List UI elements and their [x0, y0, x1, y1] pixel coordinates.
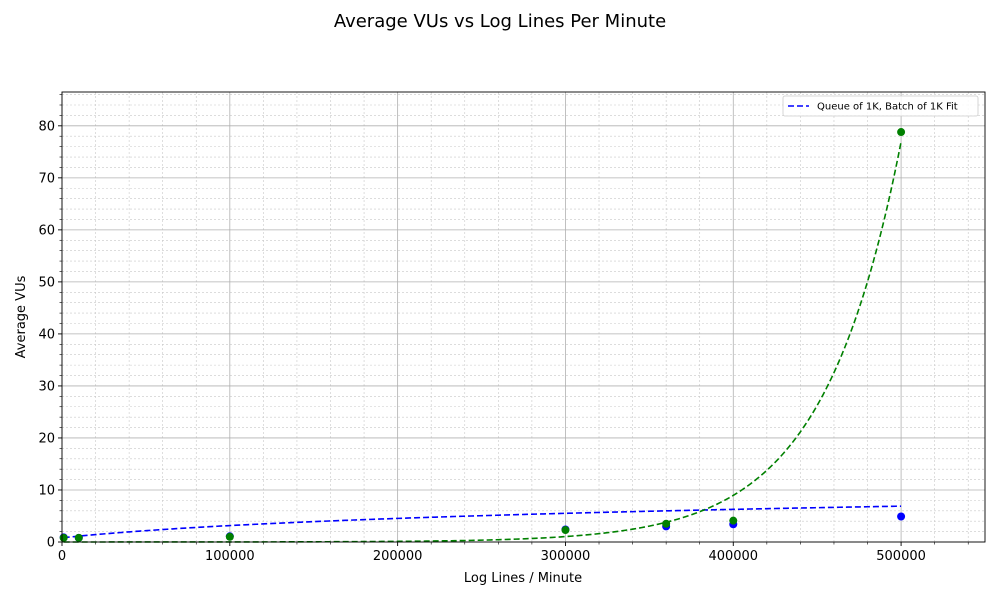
y-tick-label: 30 [38, 379, 55, 394]
y-tick-label: 80 [38, 119, 55, 134]
x-tick-label: 100000 [205, 549, 255, 564]
legend-box [782, 95, 979, 117]
data-point-series-2 [662, 519, 671, 528]
legend-entry-label: Queue of 1K, Batch of 1K Fit [817, 102, 958, 113]
y-tick-label: 60 [38, 223, 55, 238]
data-point-series-2 [561, 526, 570, 535]
legend: Queue of 1K, Batch of 1K Fit [782, 95, 979, 117]
data-point-series-2 [59, 533, 68, 542]
plot-frame [61, 91, 986, 543]
fit-curve-1 [63, 505, 902, 539]
y-tick-label: 10 [38, 483, 55, 498]
fit-curve-2 [63, 141, 902, 543]
x-tick-label: 400000 [708, 549, 758, 564]
plot-area: 0 100000 200000 300000 400000 500000 0 10 20 30 40… [38, 91, 986, 564]
data-point-series-2 [225, 532, 234, 541]
chart-title: Average VUs vs Log Lines Per Minute [334, 11, 666, 32]
data-point-series-2 [74, 533, 83, 542]
x-axis-label: Log Lines / Minute [464, 571, 582, 586]
x-tick-label: 300000 [541, 549, 591, 564]
x-tick-label: 0 [58, 549, 66, 564]
y-tick-label: 70 [38, 171, 55, 186]
data-point-series-1 [897, 512, 906, 521]
y-tick-label: 40 [38, 327, 55, 342]
data-point-series-2 [897, 128, 906, 137]
y-tick-label: 20 [38, 431, 55, 446]
x-tick-label: 200000 [373, 549, 423, 564]
y-axis-label: Average VUs [14, 275, 29, 358]
x-tick-label: 500000 [876, 549, 926, 564]
data-point-series-2 [729, 516, 738, 525]
y-tick-label: 0 [47, 536, 55, 551]
y-tick-label: 50 [38, 275, 55, 290]
